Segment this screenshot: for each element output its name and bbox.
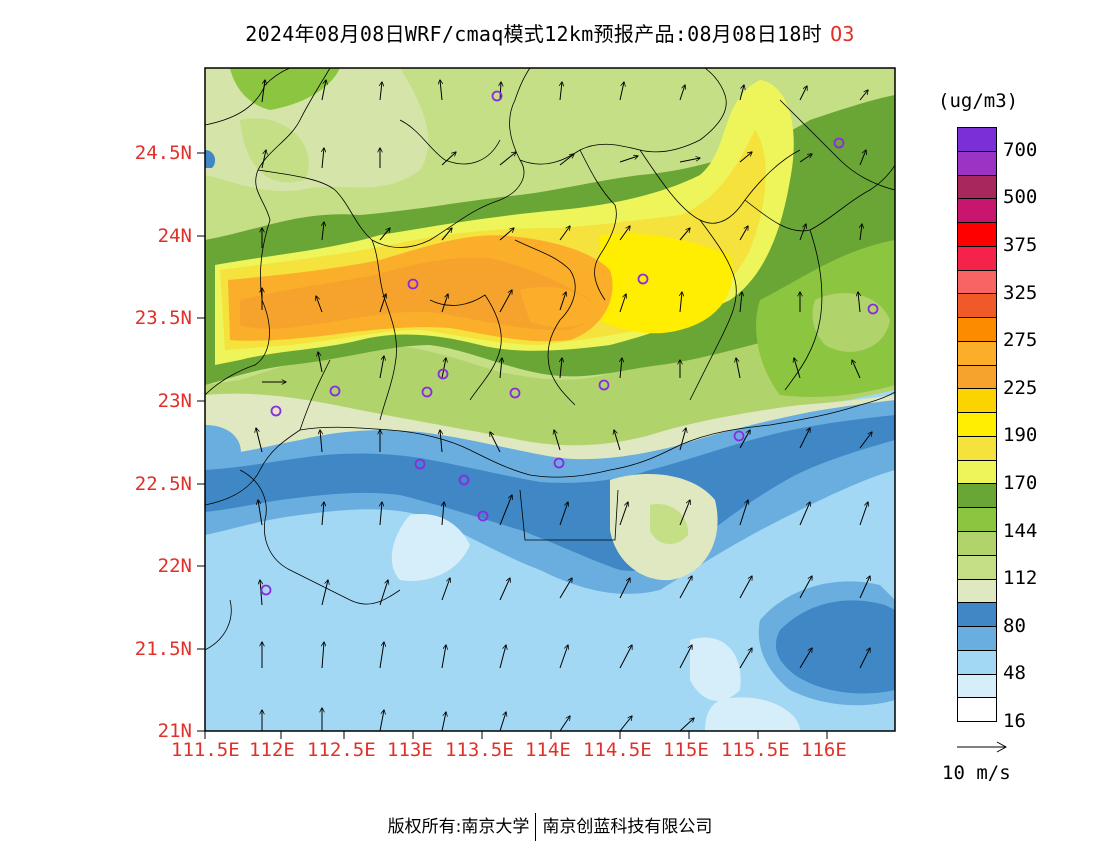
lon-label: 116E [801,739,847,761]
lon-label: 115.5E [721,739,790,761]
legend-swatch [958,674,996,699]
legend-swatch [958,128,996,152]
legend-swatch [958,579,996,604]
lon-label: 112E [249,739,295,761]
legend-swatch [958,389,996,414]
lon-label: 113.5E [445,739,514,761]
legend-swatch [958,555,996,580]
species-label: O3 [830,22,855,46]
footer-separator [535,813,537,841]
lat-label: 24.5N [134,142,192,164]
lon-label: 115E [663,739,709,761]
legend-label: 80 [1003,614,1026,637]
station-marker [437,368,449,380]
legend-label: 225 [1003,376,1038,399]
station-marker [414,458,426,470]
legend-swatch [958,270,996,295]
legend-label: 375 [1003,234,1038,256]
legend-label: 190 [1003,424,1038,447]
station-marker [329,385,341,397]
legend-label: 48 [1003,662,1026,685]
legend-swatch [958,365,996,390]
lon-label: 114E [525,739,571,761]
station-marker [509,387,521,399]
legend-label: 16 [1003,710,1026,732]
station-marker [458,474,470,486]
station-marker [477,510,489,522]
wind-reference-arrow [957,741,1008,753]
lon-label: 112.5E [307,739,376,761]
station-marker [407,278,419,290]
axis-ticks [197,152,828,739]
legend-swatch [958,698,996,722]
legend-unit: (ug/m3) [938,90,1019,112]
lat-label: 23N [157,390,192,412]
legend-swatch [958,436,996,461]
map-frame [204,67,896,732]
legend-swatch [958,484,996,509]
station-marker [260,584,272,596]
title-text: 2024年08月08日WRF/cmaq模式12km预报产品:08月08日18时 [245,22,823,46]
monitoring-stations [260,90,879,596]
legend-swatch [958,508,996,533]
legend-swatch [958,223,996,247]
lat-label: 22N [157,555,192,577]
station-marker [637,273,649,285]
legend-swatch [958,413,996,437]
legend-swatch [958,199,996,224]
legend-swatch [958,246,996,271]
lat-label: 22.5N [134,473,192,495]
wind-vector-field [256,80,872,731]
lat-label: 23.5N [134,307,192,329]
station-marker [833,137,845,149]
station-marker [598,379,610,391]
legend-label: 500 [1003,186,1038,209]
legend-label: 700 [1003,138,1038,161]
legend-swatch [958,341,996,366]
legend-swatch [958,318,996,342]
legend-swatch [958,151,996,176]
o3-concentration-field [205,68,895,731]
legend-swatch [958,294,996,319]
legend-swatch [958,175,996,200]
station-marker [553,457,565,469]
copyright-owner: 版权所有:南京大学 [387,817,530,837]
lat-label: 24N [157,225,192,247]
legend-label: 170 [1003,472,1038,494]
legend-swatch [958,532,996,556]
copyright-footer: 版权所有:南京大学 南京创蓝科技有限公司 [0,812,1100,841]
station-marker [867,303,879,315]
legend-label: 144 [1003,519,1038,542]
legend-swatch [958,603,996,628]
lat-label: 21N [157,720,192,742]
lon-label: 111.5E [171,739,240,761]
lon-label: 114.5E [583,739,652,761]
color-legend [957,127,997,722]
station-marker [491,90,503,102]
legend-label: 275 [1003,329,1038,352]
station-marker [421,386,433,398]
wind-reference-label: 10 m/s [942,762,1011,784]
legend-swatch [958,627,996,651]
legend-swatch [958,460,996,485]
map-title: 2024年08月08日WRF/cmaq模式12km预报产品:08月08日18时 O… [0,18,1100,47]
station-marker [733,430,745,442]
lon-label: 113E [387,739,433,761]
station-marker [270,405,282,417]
legend-swatch [958,650,996,675]
legend-label: 325 [1003,281,1038,304]
copyright-partner: 南京创蓝科技有限公司 [542,817,713,837]
lat-label: 21.5N [134,638,192,660]
legend-label: 112 [1003,567,1038,590]
